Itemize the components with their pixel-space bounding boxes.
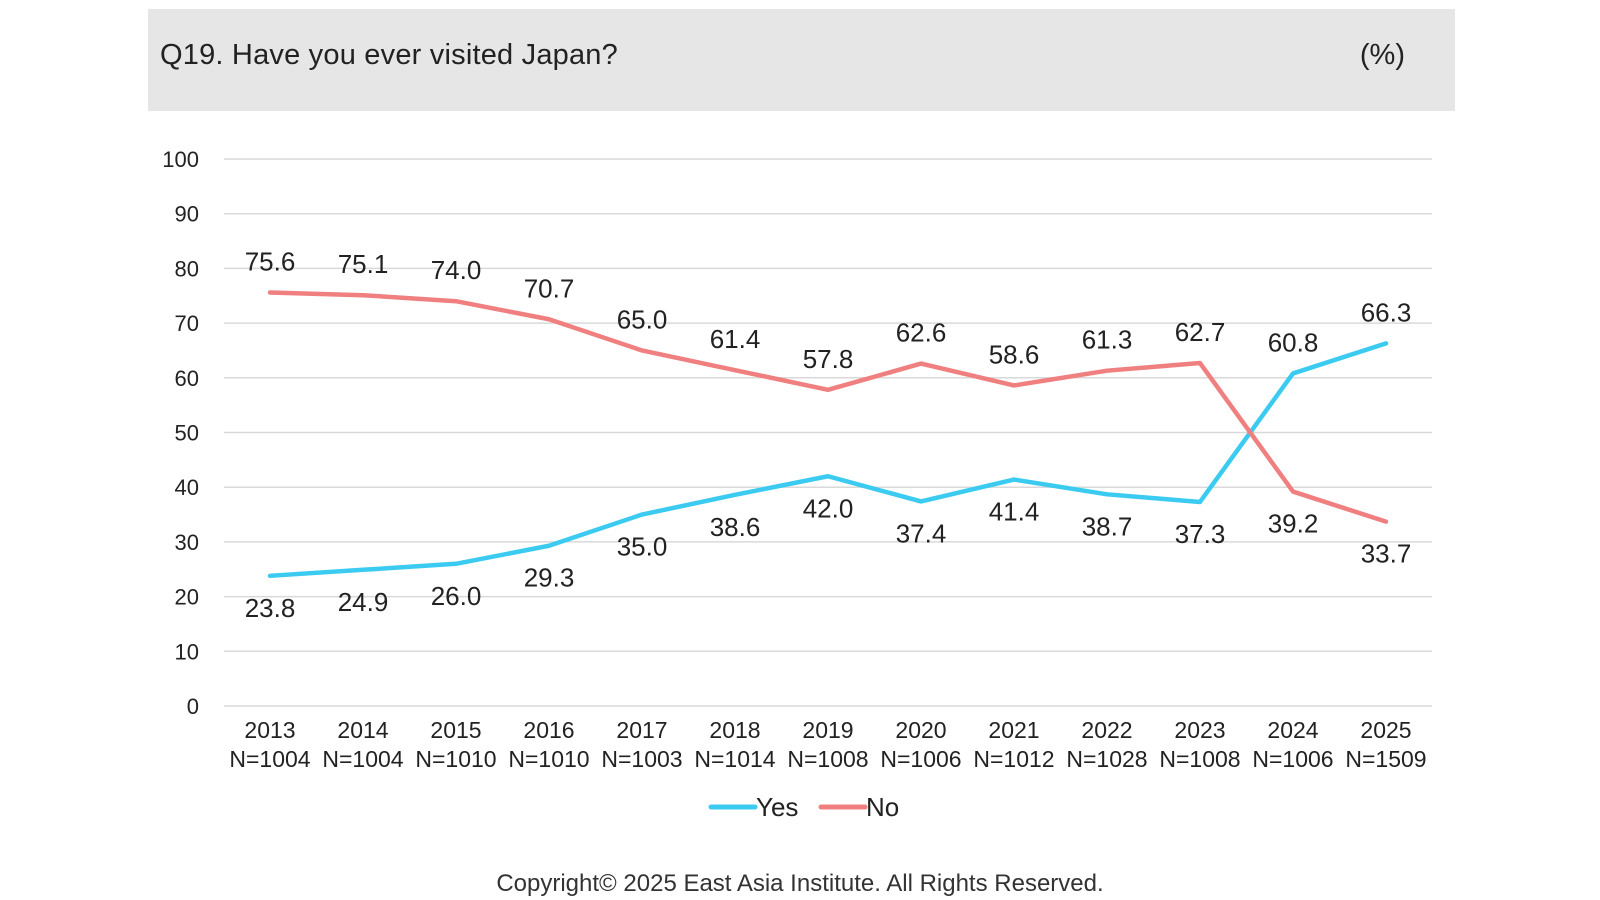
y-tick-label: 20: [175, 585, 199, 610]
x-tick-label: 2016: [523, 717, 574, 743]
data-label-no: 75.1: [338, 249, 389, 279]
x-sample-size-label: N=1006: [880, 746, 961, 772]
data-label-yes: 38.7: [1082, 511, 1133, 541]
data-label-yes: 60.8: [1268, 327, 1319, 357]
data-label-no: 70.7: [524, 273, 575, 303]
data-label-yes: 26.0: [431, 581, 482, 611]
x-tick-label: 2024: [1267, 717, 1318, 743]
y-tick-label: 100: [162, 147, 199, 172]
x-tick-label: 2015: [430, 717, 481, 743]
x-tick-label: 2023: [1174, 717, 1225, 743]
x-sample-size-label: N=1004: [229, 746, 310, 772]
x-tick-label: 2014: [337, 717, 388, 743]
data-label-yes: 66.3: [1361, 297, 1412, 327]
line-chart: 0 10 20 30 40 50 60 70 80 90 100 2013 N=1004 2014 N=10…: [162, 147, 1432, 822]
data-label-no: 61.3: [1082, 325, 1133, 355]
x-sample-size-label: N=1006: [1252, 746, 1333, 772]
data-label-yes: 37.3: [1175, 519, 1226, 549]
chart-title: Q19. Have you ever visited Japan?: [160, 39, 618, 71]
data-label-yes: 38.6: [710, 512, 761, 542]
data-label-yes: 23.8: [245, 593, 296, 623]
y-tick-label: 0: [187, 694, 199, 719]
data-label-yes: 29.3: [524, 563, 575, 593]
x-tick-label: 2025: [1360, 717, 1411, 743]
x-tick-label: 2018: [709, 717, 760, 743]
x-sample-size-label: N=1004: [322, 746, 403, 772]
legend-label-yes: Yes: [756, 792, 798, 822]
x-sample-size-label: N=1008: [1159, 746, 1240, 772]
y-tick-label: 50: [175, 421, 199, 446]
x-sample-size-label: N=1010: [508, 746, 589, 772]
x-sample-size-label: N=1012: [973, 746, 1054, 772]
data-label-no: 62.6: [896, 318, 947, 348]
data-label-no: 62.7: [1175, 317, 1226, 347]
chart-header: Q19. Have you ever visited Japan? (%): [148, 9, 1455, 111]
copyright-footer: Copyright© 2025 East Asia Institute. All…: [496, 870, 1104, 897]
data-label-no: 57.8: [803, 344, 854, 374]
x-sample-size-label: N=1010: [415, 746, 496, 772]
data-label-yes: 35.0: [617, 532, 668, 562]
y-tick-label: 10: [175, 639, 199, 664]
x-sample-size-label: N=1003: [601, 746, 682, 772]
series-line-no: [267, 290, 1389, 524]
x-tick-label: 2021: [988, 717, 1039, 743]
x-sample-size-label: N=1509: [1345, 746, 1426, 772]
data-label-no: 74.0: [431, 255, 482, 285]
x-tick-label: 2022: [1081, 717, 1132, 743]
x-tick-label: 2017: [616, 717, 667, 743]
y-tick-label: 30: [175, 530, 199, 555]
data-label-yes: 24.9: [338, 587, 389, 617]
data-label-yes: 41.4: [989, 497, 1040, 527]
data-label-no: 75.6: [245, 246, 296, 276]
data-label-no: 61.4: [710, 324, 761, 354]
x-sample-size-label: N=1028: [1066, 746, 1147, 772]
y-tick-label: 80: [175, 256, 199, 281]
data-label-no: 39.2: [1268, 509, 1319, 539]
data-label-no: 65.0: [617, 304, 668, 334]
data-label-no: 33.7: [1361, 539, 1412, 569]
x-tick-label: 2019: [802, 717, 853, 743]
y-tick-label: 90: [175, 202, 199, 227]
unit-label: (%): [1359, 39, 1405, 71]
series-line-yes: [267, 341, 1389, 579]
x-tick-label: 2013: [244, 717, 295, 743]
data-label-yes: 42.0: [803, 493, 854, 523]
x-tick-label: 2020: [895, 717, 946, 743]
data-label-yes: 37.4: [896, 518, 947, 548]
y-tick-label: 70: [175, 311, 199, 336]
data-label-no: 58.6: [989, 339, 1040, 369]
x-sample-size-label: N=1014: [694, 746, 775, 772]
y-tick-label: 60: [175, 366, 199, 391]
y-tick-label: 40: [175, 475, 199, 500]
legend-label-no: No: [866, 792, 899, 822]
x-sample-size-label: N=1008: [787, 746, 868, 772]
